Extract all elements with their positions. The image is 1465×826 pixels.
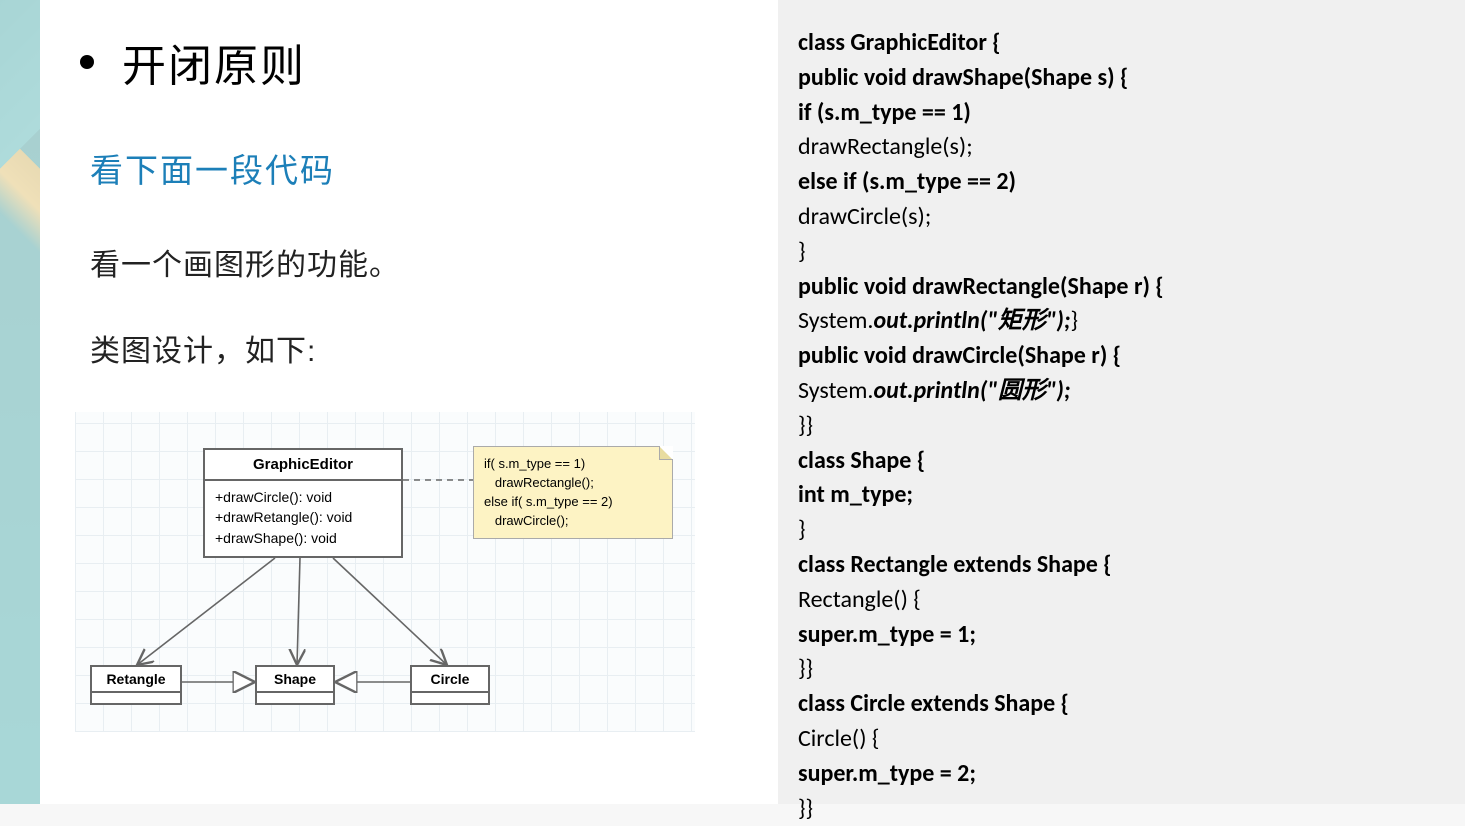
code-segment: drawCircle(s);	[798, 202, 931, 231]
code-segment: }	[798, 515, 806, 544]
code-segment: }}	[798, 654, 813, 683]
code-segment: Circle() {	[798, 724, 879, 753]
uml-class-title: Circle	[412, 667, 488, 693]
code-line: System.out.println("矩形");}	[798, 304, 1445, 339]
code-segment: class Rectangle extends Shape {	[798, 550, 1112, 579]
uml-note-line: else if( s.m_type == 2)	[484, 493, 662, 512]
uml-note: if( s.m_type == 1) drawRectangle();else …	[473, 446, 673, 539]
code-segment: if (s.m_type == 1)	[798, 98, 971, 127]
code-line: public void drawRectangle(Shape r) {	[798, 270, 1445, 305]
code-line: class GraphicEditor {	[798, 26, 1445, 61]
code-segment: }}	[798, 794, 813, 823]
uml-note-line: drawRectangle();	[484, 474, 662, 493]
subheading: 看下面一段代码	[90, 144, 778, 192]
code-segment: super.m_type = 1;	[798, 620, 976, 649]
uml-method: +drawShape(): void	[215, 528, 391, 548]
code-segment: int m_type;	[798, 480, 913, 509]
code-segment: public void drawRectangle(Shape r) {	[798, 272, 1164, 301]
code-segment: public void drawShape(Shape s) {	[798, 63, 1128, 92]
code-segment: class GraphicEditor {	[798, 28, 1001, 57]
uml-note-line: if( s.m_type == 1)	[484, 455, 662, 474]
code-line: Circle() {	[798, 722, 1445, 757]
code-segment: class Circle extends Shape {	[798, 689, 1069, 718]
uml-method: +drawRetangle(): void	[215, 507, 391, 527]
main-heading: 开闭原则	[122, 30, 306, 94]
uml-class-body	[92, 693, 180, 703]
code-segment: class Shape {	[798, 446, 925, 475]
code-line: drawCircle(s);	[798, 200, 1445, 235]
code-line: super.m_type = 2;	[798, 757, 1445, 792]
uml-class-graphiceditor: GraphicEditor+drawCircle(): void+drawRet…	[203, 448, 403, 558]
heading-row: 开闭原则	[80, 30, 778, 94]
note-fold-edge	[659, 446, 673, 460]
code-segment: super.m_type = 2;	[798, 759, 976, 788]
uml-class-retangle: Retangle	[90, 665, 182, 705]
code-segment: out.println("矩形");	[873, 306, 1070, 335]
code-line: class Shape {	[798, 444, 1445, 479]
code-line: else if (s.m_type == 2)	[798, 165, 1445, 200]
code-line: }}	[798, 652, 1445, 687]
uml-class-title: GraphicEditor	[205, 450, 401, 481]
decorative-edge	[0, 0, 40, 804]
uml-class-body	[257, 693, 333, 703]
uml-class-circle: Circle	[410, 665, 490, 705]
code-line: }}	[798, 792, 1445, 826]
code-line: }	[798, 513, 1445, 548]
code-segment: }	[1070, 306, 1078, 335]
uml-note-line: drawCircle();	[484, 512, 662, 531]
code-segment: }}	[798, 411, 813, 440]
bullet-icon	[80, 55, 94, 69]
uml-diagram: GraphicEditor+drawCircle(): void+drawRet…	[75, 412, 695, 732]
body-line-1: 看一个画图形的功能。	[90, 240, 778, 284]
uml-class-title: Retangle	[92, 667, 180, 693]
slide-left-panel: 开闭原则 看下面一段代码 看一个画图形的功能。 类图设计，如下: Graphic…	[0, 0, 778, 804]
code-line: System.out.println("圆形");	[798, 374, 1445, 409]
code-line: super.m_type = 1;	[798, 618, 1445, 653]
code-segment: out.println("圆形");	[873, 376, 1070, 405]
code-segment: Rectangle() {	[798, 585, 921, 614]
code-segment: }	[798, 237, 806, 266]
code-line: Rectangle() {	[798, 583, 1445, 618]
code-line: }}	[798, 409, 1445, 444]
uml-method: +drawCircle(): void	[215, 487, 391, 507]
code-panel: class GraphicEditor { public void drawSha…	[778, 0, 1465, 804]
code-segment: System.	[798, 376, 873, 405]
code-line: public void drawShape(Shape s) {	[798, 61, 1445, 96]
code-segment: else if (s.m_type == 2)	[798, 167, 1016, 196]
code-segment: System.	[798, 306, 873, 335]
code-segment: public void drawCircle(Shape r) {	[798, 341, 1121, 370]
code-line: int m_type;	[798, 478, 1445, 513]
code-line: drawRectangle(s);	[798, 130, 1445, 165]
uml-class-title: Shape	[257, 667, 333, 693]
code-line: if (s.m_type == 1)	[798, 96, 1445, 131]
code-line: }	[798, 235, 1445, 270]
code-line: class Circle extends Shape {	[798, 687, 1445, 722]
uml-class-body	[412, 693, 488, 703]
uml-class-body: +drawCircle(): void+drawRetangle(): void…	[205, 481, 401, 556]
code-segment: drawRectangle(s);	[798, 132, 973, 161]
code-line: public void drawCircle(Shape r) {	[798, 339, 1445, 374]
uml-class-shape: Shape	[255, 665, 335, 705]
body-line-2: 类图设计，如下:	[90, 326, 778, 370]
code-line: class Rectangle extends Shape {	[798, 548, 1445, 583]
